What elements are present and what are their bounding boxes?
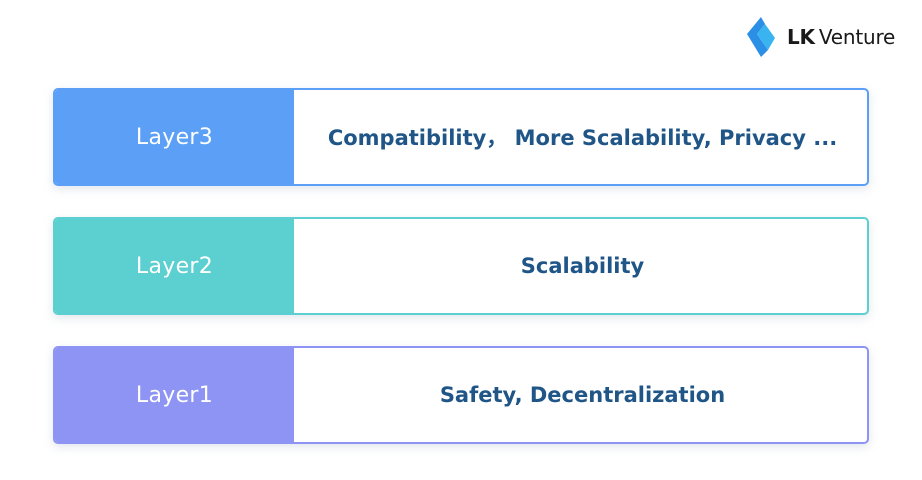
brand-name-rest: Venture [818, 25, 896, 49]
layer2-label: Layer2 [55, 219, 294, 313]
layer1-row: Layer1 Safety, Decentralization [53, 346, 869, 444]
brand-name: LK Venture [787, 25, 895, 49]
layer1-label: Layer1 [55, 348, 294, 442]
layer3-description: Compatibility， More Scalability, Privacy… [327, 126, 838, 150]
layer2-description: Scalability [520, 254, 645, 278]
lk-logo-icon [747, 17, 775, 57]
layer2-row: Layer2 Scalability [53, 217, 869, 315]
layer3-label: Layer3 [55, 90, 294, 184]
brand-logo: LK Venture [741, 12, 895, 62]
layer1-description: Safety, Decentralization [439, 383, 726, 407]
brand-name-bold: LK [787, 25, 815, 49]
layer3-row: Layer3 Compatibility， More Scalability, … [53, 88, 869, 186]
